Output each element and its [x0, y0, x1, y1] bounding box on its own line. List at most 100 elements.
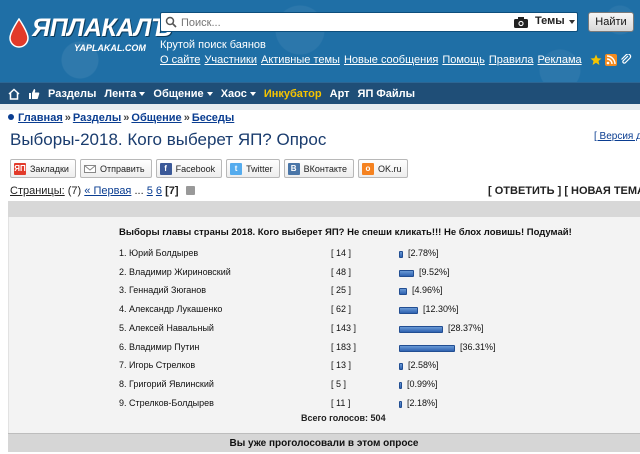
nav-item-feed[interactable]: Лента [104, 87, 146, 100]
nav-item-files[interactable]: ЯП Файлы [358, 88, 416, 100]
poll-option-percent: [28.37%] [448, 322, 484, 333]
pagination-page[interactable]: 6 [155, 185, 163, 197]
camera-icon[interactable] [513, 16, 529, 29]
nav-item-chaos[interactable]: Хаос [221, 88, 256, 100]
pagination-first[interactable]: « Первая [84, 185, 132, 197]
poll-option-count: [ 13 ] [331, 360, 352, 371]
star-icon[interactable] [590, 54, 602, 66]
poll-option-row: 7. Игорь Стрелков [ 13 ] [2.58%] [119, 360, 619, 374]
header-links: О сайте Участники Активные темы Новые со… [160, 54, 582, 66]
nav-item-label: ЯП Файлы [357, 87, 416, 100]
site-logo[interactable]: ЯПЛАКАЛЪ YAPLAKAL.COM [8, 12, 172, 56]
caret-down-icon [249, 91, 256, 96]
poll-option-percent: [2.18%] [407, 397, 438, 408]
search-input[interactable] [181, 15, 501, 30]
tagline[interactable]: Крутой поиск баянов [160, 39, 266, 51]
share-label: ВКонтакте [303, 163, 347, 174]
poll-option-percent: [2.78%] [408, 248, 439, 258]
poll-option-count: [ 143 ] [331, 322, 357, 333]
poll-option-percent: [9.52%] [419, 266, 450, 277]
poll-option-count: [ 183 ] [331, 341, 357, 352]
rss-icon[interactable] [605, 54, 617, 66]
header-link-ads[interactable]: Реклама [537, 54, 582, 66]
pagination-total: (7) [67, 185, 82, 197]
search-scope-select[interactable]: Темы [535, 15, 565, 27]
poll-option-percent: [0.99%] [407, 378, 438, 389]
share-label: Facebook [175, 163, 216, 174]
new-topic-button[interactable]: [ НОВАЯ ТЕМА ] [564, 185, 640, 197]
caret-down-icon [206, 91, 213, 96]
poll-option-count: [ 25 ] [331, 285, 352, 296]
ok-icon: о [361, 162, 374, 175]
share-vk-button[interactable]: B ВКонтакте [283, 159, 354, 178]
header-link-new[interactable]: Новые сообщения [343, 54, 439, 66]
poll-option-name: 4. Александр Лукашенко [119, 304, 223, 315]
share-twitter-button[interactable]: t Twitter [226, 159, 280, 178]
facebook-icon: f [159, 162, 172, 175]
breadcrumb-separator: » [64, 112, 71, 124]
paperclip-icon[interactable] [620, 54, 632, 66]
share-bookmarks-button[interactable]: ЯП Закладки [10, 159, 76, 178]
search-button[interactable]: Найти [588, 12, 634, 32]
poll-option-bar [399, 400, 402, 408]
header-link-about[interactable]: О сайте [160, 54, 201, 66]
nav-item-label: Лента [104, 87, 137, 100]
poll-option-name: 8. Григорий Явлинский [119, 378, 214, 389]
pagination-ellipsis: ... [134, 185, 144, 197]
poll-option-bar [399, 307, 418, 315]
poll-option-name: 9. Стрелков-Болдырев [119, 397, 214, 408]
share-label: OK.ru [377, 163, 402, 174]
poll-option-bar [399, 325, 443, 333]
print-version-label: [ Версия дл [594, 131, 640, 142]
breadcrumb-home[interactable]: Главная [18, 112, 63, 124]
poll-option-row: 4. Александр Лукашенко [ 62 ] [12.30%] [119, 304, 619, 318]
share-facebook-button[interactable]: f Facebook [155, 159, 223, 178]
home-icon[interactable] [8, 87, 20, 100]
breadcrumb-sections[interactable]: Разделы [72, 112, 122, 124]
nav-item-sections[interactable]: Разделы [48, 88, 96, 100]
share-ok-button[interactable]: о OK.ru [357, 159, 409, 178]
site-header: ЯПЛАКАЛЪ YAPLAKAL.COM Темы Найти Крутой … [0, 0, 640, 82]
reply-button[interactable]: [ ОТВЕТИТЬ ] [488, 185, 562, 197]
poll-option-count: [ 62 ] [331, 304, 352, 315]
logo-text: ЯПЛАКАЛЪ [32, 14, 172, 42]
poll-option-percent: [12.30%] [423, 304, 459, 315]
nav-item-communication[interactable]: Общение [153, 88, 213, 100]
poll-option-row: 9. Стрелков-Болдырев [ 11 ] [2.18%] [119, 398, 619, 412]
twitter-icon: t [230, 162, 243, 175]
breadcrumb-communication[interactable]: Общение [131, 112, 182, 124]
header-link-members[interactable]: Участники [204, 54, 257, 66]
nav-item-label: Арт [329, 87, 350, 100]
breadcrumb-separator: » [183, 112, 190, 124]
share-label: Закладки [30, 163, 69, 174]
poll-option-name: 6. Владимир Путин [119, 341, 200, 352]
chevron-down-icon [569, 20, 575, 24]
header-link-rules[interactable]: Правила [488, 54, 534, 66]
header-link-help[interactable]: Помощь [442, 54, 485, 66]
breadcrumb-separator: » [123, 112, 130, 124]
poll-option-name: 2. Владимир Жириновский [119, 266, 231, 277]
vk-icon: B [287, 162, 300, 175]
share-send-button[interactable]: Отправить [79, 159, 152, 178]
poll-option-count: [ 48 ] [331, 266, 352, 277]
share-label: Отправить [99, 163, 145, 174]
page-jump-icon[interactable] [185, 186, 195, 195]
print-version-link[interactable]: [ Версия дл [594, 131, 640, 142]
poll-total: Всего голосов: 504 [301, 413, 386, 423]
nav-item-incubator[interactable]: Инкубатор [264, 88, 322, 100]
nav-item-art[interactable]: Арт [330, 88, 350, 100]
poll-header-bar [8, 201, 640, 217]
logo-subtext: YAPLAKAL.COM [74, 43, 146, 53]
poll-option-row: 1. Юрий Болдырев [ 14 ] [2.78%] [119, 248, 619, 262]
caret-down-icon [139, 91, 146, 96]
poll-option-bar [399, 344, 455, 352]
breadcrumb-talks[interactable]: Беседы [191, 112, 235, 124]
poll-option-row: 5. Алексей Навальный [ 143 ] [28.37%] [119, 323, 619, 337]
topic-actions: [ ОТВЕТИТЬ ] [ НОВАЯ ТЕМА ] [ [488, 185, 640, 197]
thumbs-up-icon[interactable] [28, 88, 40, 100]
header-link-active[interactable]: Активные темы [260, 54, 340, 66]
poll-option-bar [399, 251, 403, 258]
poll-option-row: 3. Геннадий Зюганов [ 25 ] [4.96%] [119, 285, 619, 299]
mail-icon [83, 164, 96, 173]
pagination-page[interactable]: 5 [146, 185, 153, 197]
